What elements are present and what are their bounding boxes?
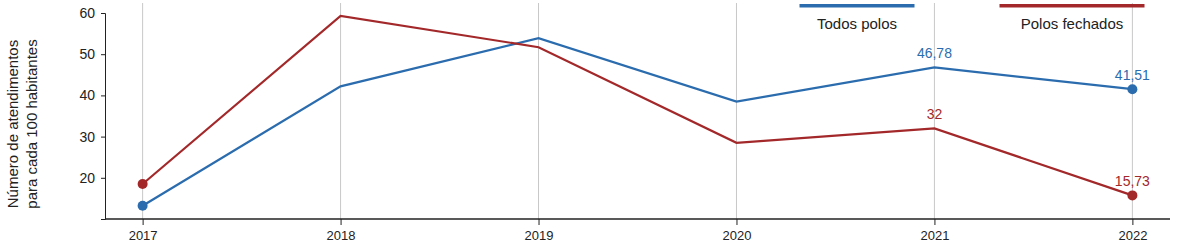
data-label: 32 [927,106,943,122]
plot-area [138,16,1138,211]
x-tick-label: 2022 [1118,228,1147,243]
x-tick-label: 2017 [129,228,158,243]
x-tick-mark [143,219,144,225]
series-line [143,38,1133,206]
point [138,201,148,211]
legend-label: Todos polos [817,15,897,32]
y-tick-mark [101,137,105,138]
x-tick-label: 2021 [920,228,949,243]
x-tick-label: 2018 [327,228,356,243]
x-tick: 2021 [920,219,949,243]
x-tick-label: 2020 [723,228,752,243]
x-tick-mark [1132,219,1133,225]
x-tick-mark [934,219,935,225]
y-tick-label: 50 [79,46,95,62]
y-tick-mark [101,13,105,14]
x-tick-label: 2019 [525,228,554,243]
grid [143,3,1133,219]
x-tick: 2018 [327,219,356,243]
y-axis: 20 30 40 50 60 [79,5,105,220]
y-tick: 20 [79,170,105,186]
x-tick-mark [539,219,540,225]
x-axis-line [105,218,1170,220]
x-tick: 2019 [525,219,554,243]
x-tick: 2022 [1118,219,1147,243]
legend: Todos polos Polos fechados [800,4,1145,32]
y-tick: 50 [79,46,105,62]
y-tick-label: 20 [79,170,95,186]
legend-swatch [1000,4,1145,8]
y-tick-label: 60 [79,5,95,21]
series-line [143,16,1133,196]
y-axis-title-line: para cada 100 habitantes [23,39,40,208]
y-axis-title: Número de atendimentospara cada 100 habi… [4,39,40,208]
data-labels: 46,78 41,51 32 15,73 [917,45,1150,189]
y-axis-title-line: Número de atendimentos [4,40,21,208]
y-tick: 30 [79,129,105,145]
y-axis-line [101,14,106,220]
point [1127,190,1137,200]
x-axis: 2017 2018 2019 2020 2021 2022 [105,219,1170,243]
chart: 2017 2018 2019 2020 2021 2022 20 30 40 50 60 Número… [0,0,1181,251]
y-tick: 40 [79,87,105,103]
grid-line [736,3,737,219]
y-tick-mark [101,178,105,179]
grid-line [538,3,539,219]
x-tick-mark [341,219,342,225]
x-tick-mark [736,219,737,225]
data-label: 46,78 [917,45,952,61]
point [138,179,148,189]
y-tick-mark [101,54,105,55]
y-tick-mark [101,95,105,96]
x-tick: 2017 [129,219,158,243]
data-label: 15,73 [1115,173,1150,189]
x-tick: 2020 [723,219,752,243]
data-label: 41,51 [1115,67,1150,83]
grid-line [340,3,341,219]
legend-swatch [800,4,915,8]
legend-label: Polos fechados [1021,15,1124,32]
point [1127,84,1137,94]
y-tick-label: 40 [79,87,95,103]
y-tick-label: 30 [79,129,95,145]
y-tick: 60 [79,5,105,21]
